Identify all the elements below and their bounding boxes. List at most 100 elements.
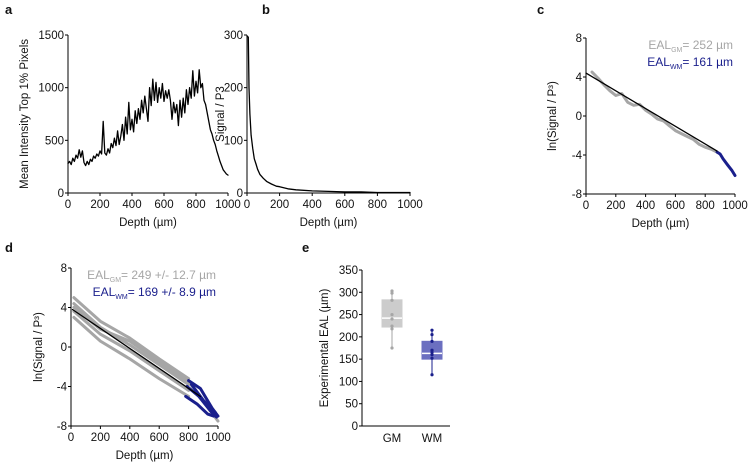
x-tick-label: 200: [90, 199, 109, 211]
series-WM-4: [190, 383, 217, 414]
x-tick-label: 200: [270, 199, 289, 211]
y-tick-label: -8: [572, 189, 582, 201]
annotation-main: EAL: [87, 268, 110, 282]
x-tick-label: 1000: [397, 199, 423, 211]
x-tick-label: 400: [122, 199, 141, 211]
data-point-WM: [430, 328, 434, 332]
x-tick-label: 600: [154, 199, 173, 211]
series-fit: [71, 308, 202, 398]
y-tick-label: 0: [237, 188, 243, 200]
x-tick-label: 0: [583, 200, 589, 212]
y-tick-label: 100: [339, 376, 358, 388]
annotation-value: = 161 µm: [682, 55, 733, 69]
panel-e: e 0 50 100 150 200 250 300 350 Experimental EAL (…: [302, 240, 450, 445]
x-tick-label: 1000: [205, 432, 231, 444]
y-tick-label: -4: [57, 382, 68, 394]
panel-label: c: [537, 2, 544, 17]
x-axis-label: Depth (µm): [116, 450, 174, 462]
x-axis-label: Depth (µm): [300, 217, 358, 229]
panel-label: d: [5, 240, 13, 255]
x-tick-label: 600: [666, 200, 685, 212]
annotation-subscript: WM: [115, 294, 128, 301]
series-GM: [590, 70, 719, 154]
y-tick-label: 4: [61, 303, 68, 315]
panel-label: b: [262, 2, 270, 17]
annotation-subscript: GM: [671, 47, 682, 54]
x-category-label: GM: [383, 433, 402, 445]
data-point-GM: [390, 289, 394, 293]
y-tick-label: 300: [224, 30, 243, 42]
data-point-WM: [430, 350, 434, 355]
x-tick-label: 600: [150, 432, 169, 444]
series-signal: [246, 35, 411, 194]
x-axis-label: Depth (µm): [119, 217, 177, 229]
series-GM-3: [72, 309, 191, 392]
series-WM-3: [184, 394, 216, 418]
series-WM: [715, 150, 737, 177]
annotation-eal-wm: EALWM= 169 +/- 8.9 µm: [93, 285, 216, 301]
y-tick-label: 250: [339, 310, 358, 322]
x-tick-label: 400: [303, 199, 322, 211]
data-point-GM: [390, 298, 394, 302]
annotation-main: EAL: [648, 38, 671, 52]
y-tick-label: 1000: [38, 83, 64, 95]
series-GM-4: [72, 315, 191, 398]
series-GM-1: [72, 296, 191, 381]
data-point-WM: [430, 348, 434, 352]
x-tick-label: 1000: [722, 200, 748, 212]
x-tick-label: 600: [335, 199, 354, 211]
y-axis-label: ln(Signal / P³): [547, 81, 559, 151]
x-tick-label: 200: [606, 200, 625, 212]
x-tick-label: 200: [91, 432, 110, 444]
x-tick-label: 400: [636, 200, 655, 212]
annotation-subscript: GM: [110, 277, 121, 284]
x-tick-label: 0: [65, 199, 71, 211]
data-point-WM: [430, 356, 434, 360]
y-tick-label: 4: [576, 72, 583, 84]
x-tick-label: 800: [696, 200, 715, 212]
data-point-GM: [390, 346, 394, 350]
x-tick-label: 400: [120, 432, 139, 444]
panel-label: a: [5, 2, 13, 17]
x-tick-label: 0: [244, 199, 250, 211]
data-point-GM: [390, 317, 394, 321]
y-axis-label: Mean Intensity Top 1% Pixels: [19, 39, 31, 189]
data-point-WM: [430, 353, 434, 357]
data-point-GM: [390, 327, 394, 331]
annotation-value: = 252 µm: [682, 38, 733, 52]
annotation-main: EAL: [93, 285, 116, 299]
series-fit: [585, 72, 718, 152]
data-point-GM: [390, 291, 394, 295]
annotation-main: EAL: [647, 55, 670, 69]
y-tick-label: 150: [339, 354, 358, 366]
y-tick-label: 350: [339, 265, 358, 277]
annotation-value: = 249 +/- 12.7 µm: [121, 268, 216, 282]
annotation-eal-gm: EALGM= 252 µm: [648, 38, 733, 54]
y-tick-label: 100: [224, 135, 243, 147]
panel-label: e: [302, 240, 309, 255]
data-point-WM: [430, 333, 434, 337]
annotation-eal-gm: EALGM= 249 +/- 12.7 µm: [87, 268, 216, 284]
y-tick-label: 0: [58, 188, 64, 200]
annotation-eal-wm: EALWM= 161 µm: [647, 55, 733, 71]
x-tick-label: 1000: [215, 199, 241, 211]
annotation-value: = 169 +/- 8.9 µm: [128, 285, 216, 299]
panel-d: d -8 -4 0 4 8 0 200 400 600 800 1000 Depth (µm) ln(Si…: [5, 240, 231, 462]
y-tick-label: 8: [576, 33, 582, 45]
panel-b: b 0 100 200 300 0 200 400 600 800 1000 Depth (µm) Si…: [215, 2, 423, 229]
y-tick-label: 8: [61, 263, 67, 275]
y-axis-label: Signal / P3: [215, 86, 227, 142]
x-axis-label: Depth (µm): [632, 218, 690, 230]
data-point-GM: [390, 324, 394, 328]
y-tick-label: 200: [224, 83, 243, 95]
y-tick-label: 500: [45, 135, 64, 147]
data-point-WM: [430, 339, 434, 343]
panel-c: c -8 -4 0 4 8 0 200 400 600 800 1000 Depth (µm) ln(Si…: [537, 2, 748, 230]
y-axis-label: Experimental EAL (µm): [319, 288, 331, 407]
x-tick-label: 800: [179, 432, 198, 444]
data-point-GM: [390, 312, 394, 317]
x-tick-label: 800: [186, 199, 205, 211]
y-axis-label: ln(Signal / P³): [33, 312, 45, 382]
